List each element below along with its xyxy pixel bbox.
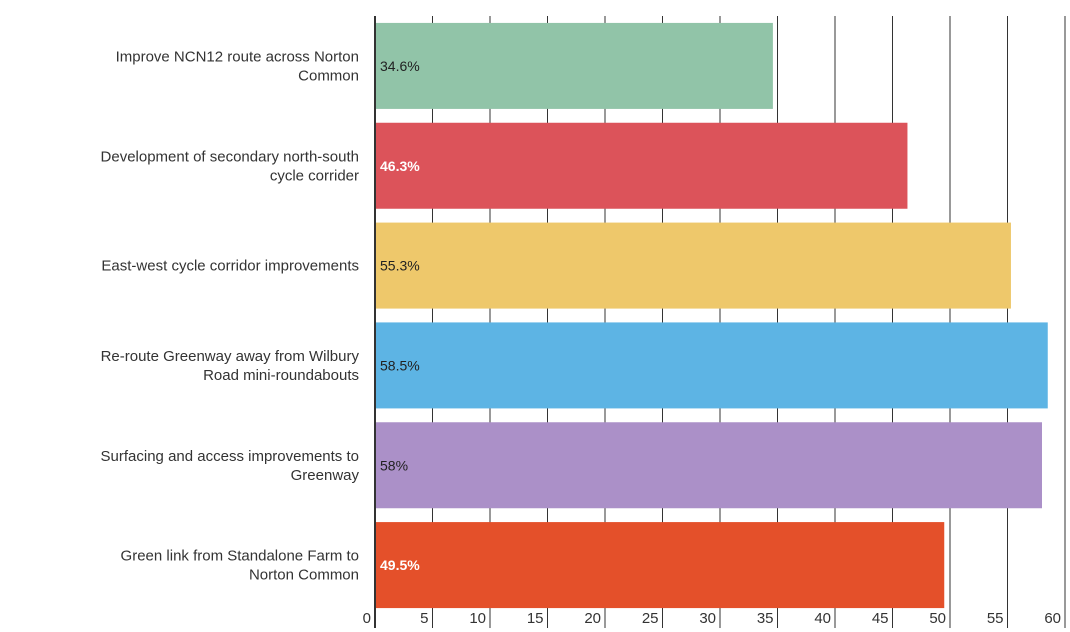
category-label: Re-route Greenway away from Wilbury Road … — [101, 348, 360, 384]
x-tick-label: 35 — [757, 610, 774, 627]
bar — [375, 422, 1042, 509]
bar — [375, 22, 773, 109]
x-tick-label: 20 — [584, 610, 601, 627]
x-tick-label: 25 — [642, 610, 659, 627]
x-tick-label: 60 — [1044, 610, 1061, 627]
bar — [375, 222, 1011, 309]
bar — [375, 122, 908, 209]
x-tick-label: 30 — [699, 610, 716, 627]
x-tick-label: 55 — [987, 610, 1004, 627]
category-label: Green link from Standalone Farm to Norton… — [121, 548, 359, 584]
category-labels: Improve NCN12 route across Norton Common D… — [101, 48, 360, 583]
x-tick-label: 15 — [527, 610, 544, 627]
x-tick-label: 50 — [929, 610, 946, 627]
category-label: Improve NCN12 route across Norton Common — [116, 48, 359, 84]
x-tick-label: 5 — [420, 610, 428, 627]
data-label: 46.3% — [380, 158, 420, 174]
x-tick-label: 0 — [363, 610, 371, 627]
data-label: 55.3% — [380, 258, 420, 274]
gridlines — [432, 16, 1066, 628]
bar — [375, 522, 945, 609]
bars — [375, 22, 1048, 609]
data-labels: 34.6% 46.3% 55.3% 58.5% 58% 49.5% — [380, 58, 420, 573]
category-label: Development of secondary north-south cycl… — [101, 148, 359, 184]
x-tick-label: 10 — [469, 610, 486, 627]
data-label: 58.5% — [380, 357, 420, 373]
x-tick-label: 40 — [814, 610, 831, 627]
x-axis-tick-labels: 0 5 10 15 20 25 30 35 40 45 50 55 60 — [363, 610, 1061, 627]
x-tick-label: 45 — [872, 610, 889, 627]
bar — [375, 322, 1048, 409]
data-label: 58% — [380, 457, 408, 473]
category-label: Surfacing and access improvements to Gree… — [101, 448, 360, 484]
data-label: 34.6% — [380, 58, 420, 74]
category-label: East-west cycle corridor improvements — [101, 258, 359, 275]
data-label: 49.5% — [380, 557, 420, 573]
